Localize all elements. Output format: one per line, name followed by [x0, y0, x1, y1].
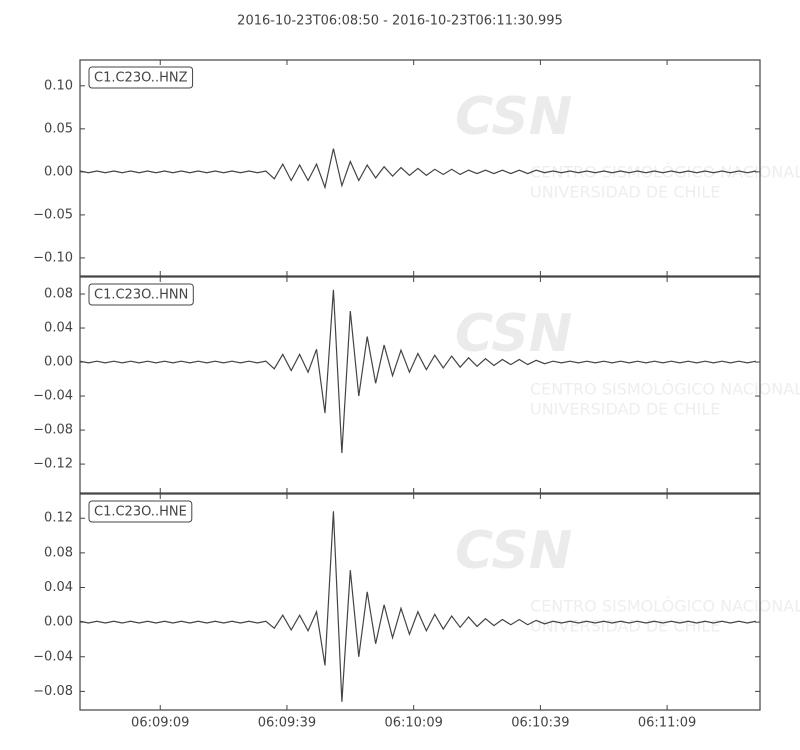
chart-title: 2016-10-23T06:08:50 - 2016-10-23T06:11:3…: [237, 14, 563, 29]
x-tick-label: 06:09:09: [131, 716, 189, 731]
y-tick-label: −0.08: [33, 684, 73, 699]
watermark-logo: CSN: [455, 521, 572, 581]
watermark-line: UNIVERSIDAD DE CHILE: [530, 617, 720, 636]
watermark-line: CENTRO SISMOLÓGICO NACIONAL: [530, 597, 800, 616]
y-tick-label: 0.12: [44, 511, 73, 526]
x-tick-label: 06:11:09: [638, 716, 696, 731]
x-tick-label: 06:09:39: [258, 716, 316, 731]
y-tick-label: 0.10: [44, 78, 73, 93]
trace-label: C1.C23O..HNZ: [94, 71, 188, 86]
y-tick-label: 0.00: [44, 615, 73, 630]
waveform: [79, 289, 756, 454]
trace-label-box: [88, 66, 194, 89]
y-tick-label: −0.10: [33, 250, 73, 265]
watermark-line: UNIVERSIDAD DE CHILE: [530, 400, 720, 419]
x-tick-label: 06:10:39: [511, 716, 569, 731]
plot-frame: [79, 59, 761, 277]
y-tick-label: −0.08: [33, 423, 73, 438]
trace-label: C1.C23O..HNN: [94, 288, 188, 303]
waveform: [79, 148, 756, 190]
watermark-logo: CSN: [455, 87, 572, 147]
y-tick-label: 0.00: [44, 355, 73, 370]
y-tick-label: 0.04: [44, 580, 73, 595]
trace-label-box: [88, 500, 193, 523]
y-tick-label: −0.12: [33, 457, 73, 472]
waveform: [79, 511, 756, 702]
y-tick-label: 0.08: [44, 287, 73, 302]
y-tick-label: −0.05: [33, 207, 73, 222]
plot-frame: [79, 276, 761, 494]
y-tick-label: 0.08: [44, 545, 73, 560]
watermark-logo: CSN: [455, 304, 572, 364]
y-tick-label: −0.04: [33, 389, 73, 404]
y-tick-label: −0.04: [33, 649, 73, 664]
x-tick-label: 06:10:09: [384, 716, 442, 731]
trace-label-box: [88, 283, 194, 306]
watermark-line: UNIVERSIDAD DE CHILE: [530, 183, 720, 202]
watermark-line: CENTRO SISMOLÓGICO NACIONAL: [530, 380, 800, 399]
y-tick-label: 0.05: [44, 121, 73, 136]
y-tick-label: 0.04: [44, 321, 73, 336]
plot-frame: [79, 493, 761, 711]
trace-label: C1.C23O..HNE: [94, 505, 187, 520]
y-tick-label: 0.00: [44, 164, 73, 179]
